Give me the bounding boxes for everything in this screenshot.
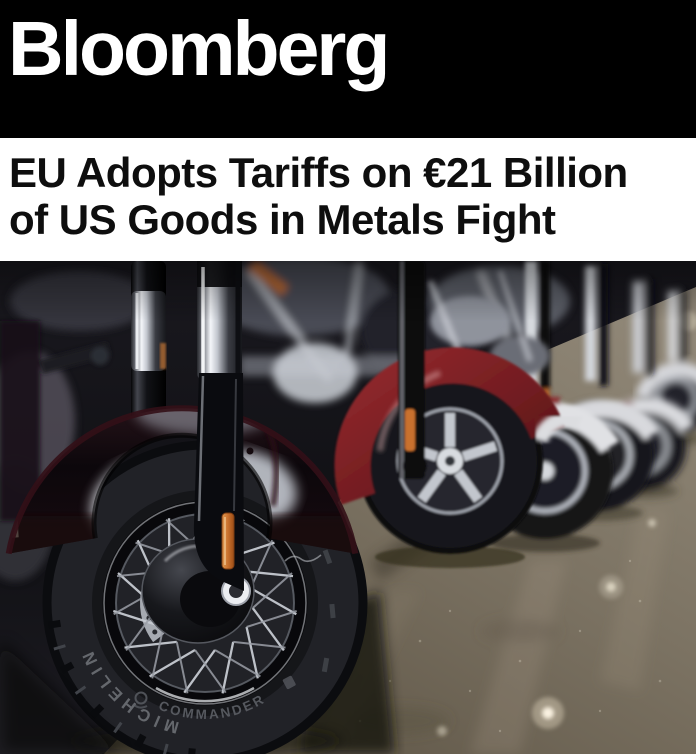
headline-line-2: of US Goods in Metals Fight [9, 196, 556, 243]
headline: EU Adopts Tariffs on €21 Billion of US G… [9, 149, 688, 243]
article-photo: MICHELIN COMMANDER [0, 261, 696, 754]
fork-reflector-2 [405, 409, 415, 451]
fender-script-decal [284, 554, 322, 563]
motorcycle-row-background [334, 261, 696, 568]
headline-band: EU Adopts Tariffs on €21 Billion of US G… [0, 138, 696, 261]
fork-reflector-1 [221, 512, 235, 570]
motorcycle-2-red [334, 261, 583, 568]
masthead: Bloomberg [0, 0, 696, 138]
headline-line-1: EU Adopts Tariffs on €21 Billion [9, 149, 628, 196]
bloomberg-logo: Bloomberg [8, 6, 390, 92]
